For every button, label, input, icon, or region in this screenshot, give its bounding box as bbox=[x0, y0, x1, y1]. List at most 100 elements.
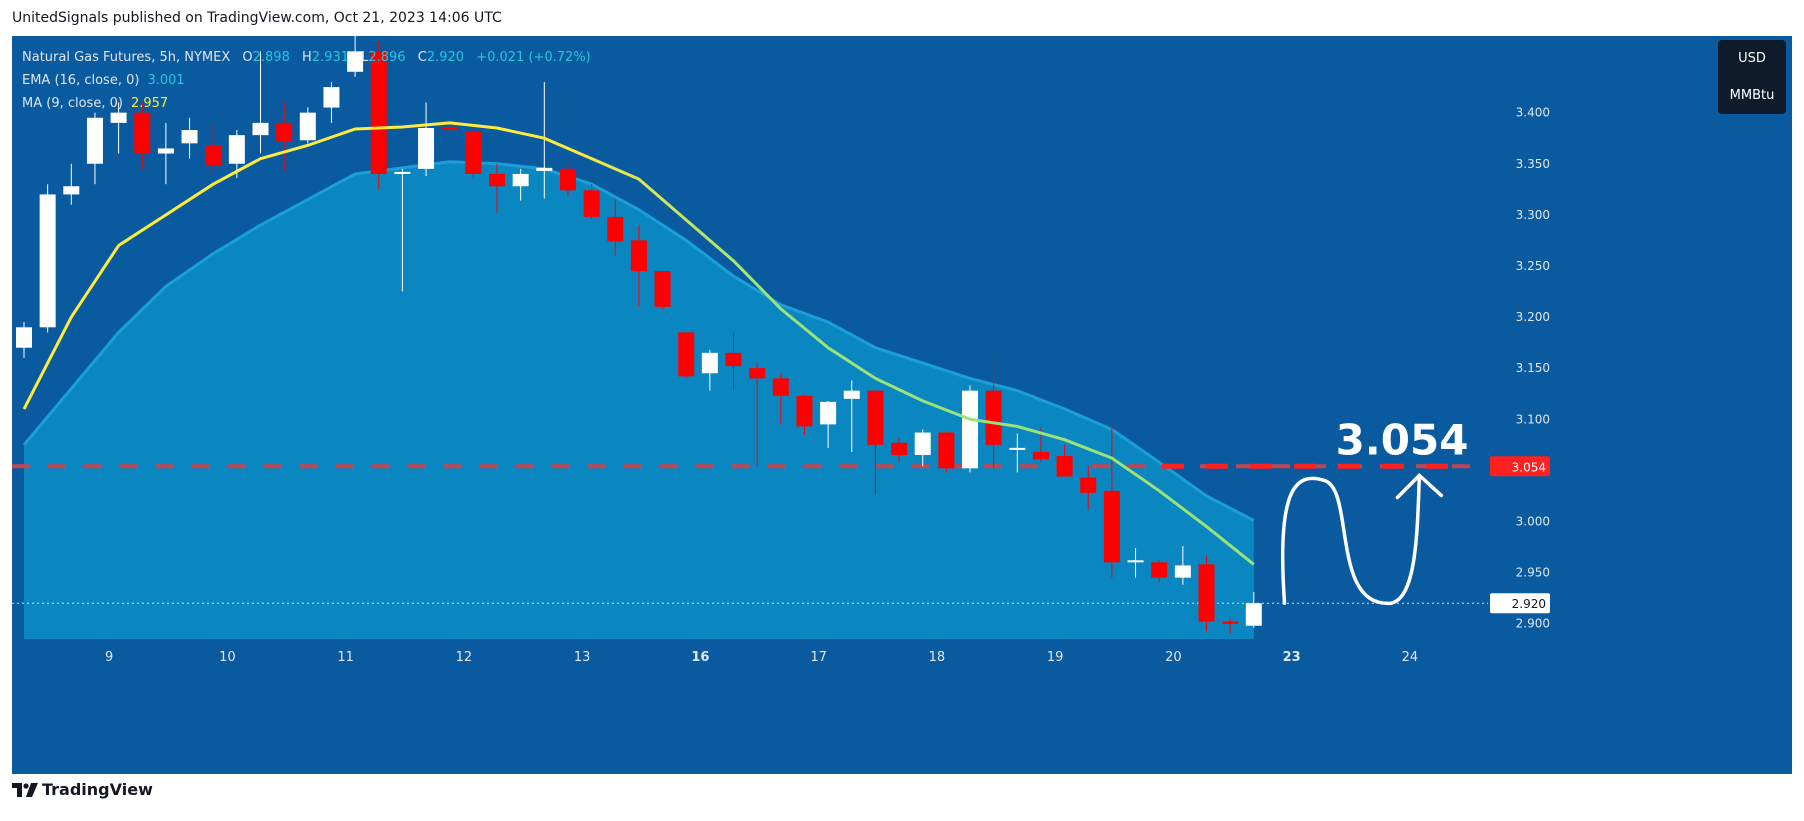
legend-ohlc-row: Natural Gas Futures, 5h, NYMEX O2.898 H2… bbox=[22, 46, 591, 69]
candle-body bbox=[678, 332, 695, 377]
time-tick-label: 23 bbox=[1283, 650, 1301, 665]
time-tick-label: 9 bbox=[105, 650, 113, 665]
unit-label: MMBtu bbox=[1729, 88, 1775, 103]
candle-body bbox=[1009, 447, 1026, 450]
candle-body bbox=[891, 442, 908, 456]
price-tick-label: 3.150 bbox=[1516, 361, 1550, 375]
candle-body bbox=[276, 122, 293, 142]
time-axis-background bbox=[12, 639, 1488, 674]
axes-group: 3.4003.3503.3003.2503.2003.1503.1003.050… bbox=[12, 106, 1550, 674]
candlestick-chart[interactable]: 3.054 3.400 3.350 3.300 3.250 3.200 3.150 3.10… bbox=[12, 36, 1792, 774]
legend-ma-value: 2.957 bbox=[130, 96, 169, 111]
candle-body bbox=[418, 127, 435, 169]
candle-body bbox=[1080, 477, 1097, 493]
time-tick-label: 11 bbox=[337, 650, 354, 665]
publisher-header: UnitedSignals published on TradingView.c… bbox=[12, 10, 502, 26]
target-price-badge bbox=[1490, 456, 1550, 477]
price-tick-label: 2.900 bbox=[1516, 617, 1550, 631]
candle-body bbox=[441, 126, 458, 131]
candle-body bbox=[299, 112, 316, 141]
tradingview-logo-icon bbox=[12, 782, 38, 797]
legend-ma-row: MA (9, close, 0) 2.957 bbox=[22, 92, 591, 115]
chart-area[interactable]: 3.054 3.400 3.350 3.300 3.250 3.200 3.150 3.10… bbox=[12, 36, 1792, 774]
candle-body bbox=[843, 390, 860, 399]
legend-high: 2.931 bbox=[311, 50, 349, 65]
candle-body bbox=[938, 432, 955, 469]
price-tick-label: 3.250 bbox=[1516, 259, 1550, 273]
candle-body bbox=[394, 171, 411, 174]
currency-unit-button[interactable]: USD MMBtu bbox=[1718, 40, 1786, 114]
candle-body bbox=[772, 378, 789, 396]
candle-body bbox=[512, 173, 529, 187]
projection-arrowhead bbox=[1395, 473, 1444, 500]
candle-body bbox=[39, 194, 56, 328]
legend-high-label: H bbox=[301, 50, 312, 65]
target-annotation-label: 3.054 bbox=[1336, 415, 1469, 464]
projection-curve bbox=[1280, 473, 1422, 605]
legend-symbol: Natural Gas Futures, 5h, NYMEX bbox=[22, 50, 231, 65]
legend-close: 2.920 bbox=[426, 50, 465, 65]
price-tick-label: 2.950 bbox=[1516, 566, 1550, 580]
candle-body bbox=[489, 173, 505, 187]
legend-ma-label: MA (9, close, 0) bbox=[22, 96, 123, 111]
candle-body bbox=[134, 112, 151, 154]
candle-body bbox=[181, 130, 198, 144]
candle-body bbox=[796, 395, 813, 427]
ema-band-edge bbox=[22, 160, 1255, 522]
time-tick-label: 10 bbox=[219, 650, 236, 665]
candle-body bbox=[465, 131, 482, 174]
candle-body bbox=[1174, 565, 1191, 578]
time-tick-label: 19 bbox=[1047, 650, 1064, 665]
candle-body bbox=[1127, 560, 1144, 563]
candle-body bbox=[654, 271, 671, 307]
legend-open: 2.898 bbox=[252, 50, 290, 65]
time-tick-label: 13 bbox=[574, 650, 591, 665]
tradingview-logo[interactable]: TradingView bbox=[12, 780, 153, 799]
last-price-badge bbox=[1490, 593, 1550, 614]
currency-label: USD bbox=[1738, 51, 1766, 66]
candle-body bbox=[252, 122, 269, 136]
candle-body bbox=[607, 216, 624, 242]
ma-line bbox=[22, 121, 1255, 566]
candle-body bbox=[962, 390, 978, 469]
target-line-group bbox=[12, 463, 1488, 604]
target-price-badge-text: 3.054 bbox=[1512, 460, 1546, 474]
price-tick-label: 3.300 bbox=[1516, 208, 1550, 222]
candle-body bbox=[157, 148, 174, 154]
time-tick-label: 12 bbox=[456, 650, 473, 665]
legend-close-label: C bbox=[417, 50, 427, 65]
candle-body bbox=[347, 51, 364, 72]
candle-body bbox=[110, 112, 127, 123]
price-tick-label: 3.000 bbox=[1516, 514, 1550, 528]
candle-body bbox=[914, 432, 931, 456]
candle-body bbox=[1151, 562, 1168, 578]
candle-body bbox=[820, 401, 837, 425]
candle-body bbox=[1245, 603, 1262, 626]
candle-body bbox=[1222, 621, 1239, 624]
candle-body bbox=[749, 368, 766, 379]
legend-ema-label: EMA (16, close, 0) bbox=[22, 73, 140, 88]
indicator-lines-group bbox=[22, 121, 1255, 566]
candle-body bbox=[701, 352, 718, 374]
candle-body bbox=[867, 390, 884, 445]
time-tick-label: 16 bbox=[691, 650, 709, 665]
candle-body bbox=[1103, 490, 1120, 563]
tradingview-brand: TradingView bbox=[42, 780, 153, 799]
candle-body bbox=[1032, 451, 1049, 460]
candle-body bbox=[370, 51, 387, 174]
candle-body bbox=[536, 167, 553, 171]
chart-legend: Natural Gas Futures, 5h, NYMEX O2.898 H2… bbox=[22, 46, 591, 115]
projection-group: 3.054 bbox=[1280, 415, 1469, 605]
time-tick-label: 20 bbox=[1165, 650, 1182, 665]
candle-body bbox=[985, 390, 1002, 445]
candles-group bbox=[16, 36, 1262, 634]
candle-body bbox=[1198, 564, 1215, 622]
candle-body bbox=[86, 117, 103, 164]
ema-band-area bbox=[24, 161, 1254, 639]
legend-ema-value: 3.001 bbox=[147, 73, 185, 88]
candle-body bbox=[63, 186, 80, 195]
legend-low-label: L bbox=[361, 50, 369, 65]
legend-change: +0.021 (+0.72%) bbox=[476, 50, 591, 65]
candle-body bbox=[630, 240, 647, 272]
time-tick-label: 18 bbox=[929, 650, 946, 665]
